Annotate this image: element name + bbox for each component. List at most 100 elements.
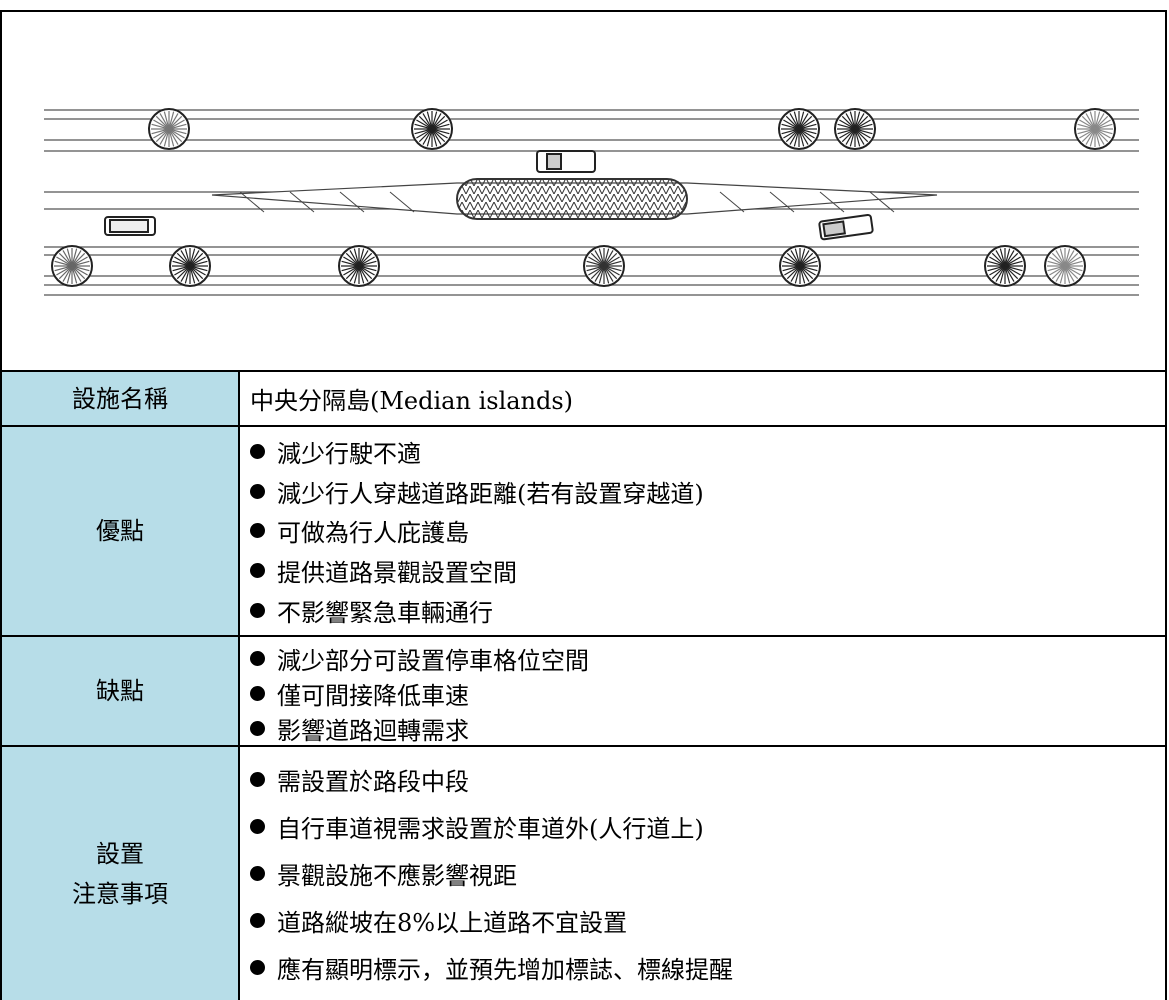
- item-text: 可做為行人庇護島: [277, 519, 469, 548]
- tree-branch: [1004, 265, 1023, 272]
- tree-branch: [358, 265, 369, 282]
- tree-branch: [172, 265, 191, 272]
- tree-branch: [1051, 252, 1066, 267]
- row-label: 設置 注意事項: [2, 747, 240, 1000]
- tree-branch: [1064, 256, 1081, 267]
- tree-branch: [854, 128, 871, 139]
- tree-branch: [799, 260, 818, 267]
- tree-branch: [180, 250, 191, 267]
- tree-branch: [71, 265, 90, 272]
- tree-branch: [786, 252, 801, 267]
- tree-branch: [414, 123, 433, 130]
- tree-branch: [189, 252, 204, 267]
- tree-branch: [995, 265, 1006, 282]
- label-line: 設施名稱: [72, 384, 168, 413]
- tree-branch: [422, 113, 433, 130]
- tree-branch: [431, 113, 442, 130]
- bullet-item: 減少行人穿越道路距離(若有設置穿越道): [250, 472, 1167, 510]
- tree-branch: [56, 256, 73, 267]
- row-label: 優點: [2, 427, 240, 635]
- tree-branch: [603, 265, 620, 276]
- tree-branch: [784, 256, 801, 267]
- tree-branch: [349, 265, 360, 282]
- tree-branch: [151, 128, 170, 135]
- tree-branch: [1004, 265, 1019, 280]
- item-text: 景觀設施不應影響視距: [277, 861, 517, 890]
- tree-branch: [1094, 128, 1109, 143]
- tree-branch: [603, 248, 610, 267]
- bullet: [250, 651, 265, 666]
- tree-branch: [1094, 111, 1101, 130]
- tree-branch: [1004, 265, 1021, 276]
- tree-branch: [358, 265, 365, 284]
- tree-branch: [418, 128, 433, 143]
- tree-branch: [189, 265, 206, 276]
- tree-branch: [1064, 252, 1079, 267]
- tree-branch: [839, 128, 856, 139]
- tree-branch: [1004, 260, 1023, 267]
- tree-branch: [854, 128, 865, 145]
- tree-branch: [1094, 128, 1105, 145]
- tree-branch: [168, 111, 175, 130]
- table-row: 優點 減少行駛不適 減少行人穿越道路距離(若有設置穿越道) 可做為行人庇護島 提供道路景…: [2, 425, 1167, 635]
- tree-branch: [168, 115, 183, 130]
- bullet: [250, 483, 265, 499]
- tree-branch: [854, 115, 869, 130]
- tree-branch: [854, 119, 871, 130]
- bullet-item: 僅可間接降低車速: [250, 676, 1167, 711]
- tree-branch: [799, 265, 810, 282]
- tree-branch: [189, 265, 200, 282]
- road-diagram: [44, 108, 1139, 296]
- tree-branch: [431, 128, 446, 143]
- tree-branch: [159, 128, 170, 145]
- table-row: 缺點 減少部分可設置停車格位空間 僅可間接降低車速 影響道路迴轉需求: [2, 635, 1167, 745]
- tree-branch: [783, 119, 800, 130]
- tree-branch: [71, 248, 78, 267]
- bullet: [250, 721, 265, 736]
- tree-branch: [151, 123, 170, 130]
- tree-branch: [854, 128, 861, 147]
- tree-branch: [782, 260, 801, 267]
- median-island: [456, 178, 688, 220]
- tree-branch: [798, 119, 815, 130]
- tree-branch: [1064, 265, 1079, 280]
- row-label: 設施名稱: [2, 372, 240, 425]
- item-text: 減少行駛不適: [277, 440, 421, 469]
- tree-branch: [168, 128, 175, 147]
- row-value: 減少部分可設置停車格位空間 僅可間接降低車速 影響道路迴轉需求: [240, 637, 1167, 745]
- label-line: 設置: [96, 839, 144, 868]
- tree-branch: [341, 260, 360, 267]
- bullet-item: 可做為行人庇護島: [250, 512, 1167, 550]
- tree-branch: [586, 260, 605, 267]
- tree-branch: [1085, 113, 1096, 130]
- tree-branch: [1059, 248, 1066, 267]
- hatch-line: [819, 191, 845, 213]
- tree-branch: [999, 265, 1006, 284]
- tree-branch: [1077, 128, 1096, 135]
- tree-branch: [184, 248, 191, 267]
- tree-branch: [168, 128, 179, 145]
- tree-branch: [416, 119, 433, 130]
- tree-branch: [1085, 128, 1096, 145]
- item-text: 應有顯明標示，並預先增加標誌、標線提醒: [277, 956, 733, 985]
- tree-branch: [431, 128, 448, 139]
- tree-branch: [174, 265, 191, 276]
- tree-branch: [418, 115, 433, 130]
- hatch-line: [769, 191, 795, 213]
- tree-branch: [431, 128, 438, 147]
- tree-branch: [841, 128, 856, 143]
- tree-branch: [153, 128, 170, 139]
- tree-branch: [71, 250, 82, 267]
- tree-branch: [799, 256, 816, 267]
- tree-branch: [798, 115, 813, 130]
- row-label: 缺點: [2, 637, 240, 745]
- bullet: [250, 818, 265, 834]
- bullet-item: 減少部分可設置停車格位空間: [250, 641, 1167, 676]
- row-value: 中央分隔島(Median islands): [240, 372, 1167, 425]
- tree-branch: [1049, 256, 1066, 267]
- tree-branch: [1064, 265, 1071, 284]
- tree-branch: [1079, 119, 1096, 130]
- tree-branch: [189, 265, 208, 272]
- tree-branch: [854, 128, 869, 143]
- tree-branch: [798, 113, 809, 130]
